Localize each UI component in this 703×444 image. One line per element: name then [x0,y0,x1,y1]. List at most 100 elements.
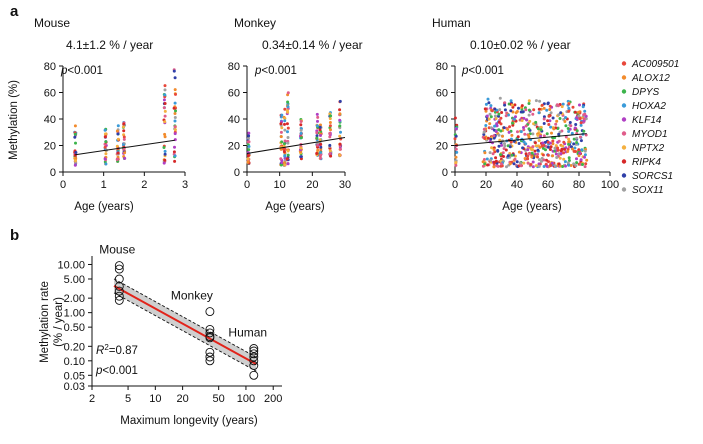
mouse-data-point [173,145,176,149]
human-data-point [482,130,486,134]
human-data-point [492,160,496,164]
human-data-point [527,113,531,117]
monkey-data-point [283,119,287,123]
mouse-data-point [122,137,126,141]
legend-label: NPTX2 [632,143,665,154]
mouse-y-tick-label: 0 [50,167,56,179]
human-data-point [454,161,458,164]
monkey-data-point [285,157,289,161]
human-data-point [487,101,491,105]
monkey-data-point [285,122,289,126]
mouse-plot-area: 0 1 2 3 0 20 40 60 80 [44,61,188,191]
monkey-data-point [246,140,250,144]
human-rate-point [249,356,259,366]
legend-marker [621,145,627,150]
human-data-point [575,129,579,133]
human-data-point [493,124,497,128]
monkey-data-point [319,156,322,160]
human-data-point [585,158,589,162]
human-data-point [507,113,510,117]
mouse-data-point [74,151,78,154]
human-data-point [533,149,537,153]
human-data-point [561,165,564,168]
human-data-point [557,162,561,166]
human-data-point [563,160,567,164]
mouse-data-point [163,88,167,92]
human-data-point [524,124,528,128]
monkey-data-point [328,124,332,128]
human-data-point [569,164,573,167]
human-data-point [489,115,493,119]
monkey-data-point [338,99,342,103]
human-data-point [497,144,501,148]
mouse-data-point [163,149,167,153]
mouse-rate-point [114,261,124,271]
human-data-point [454,155,458,159]
legend-label: ALOX12 [631,73,670,84]
mouse-data-point [103,132,107,136]
human-data-point [578,135,582,139]
human-data-point [511,123,515,127]
human-data-point [577,114,581,118]
human-data-point [568,140,571,144]
monkey-y-tick-label: 80 [228,61,240,73]
human-data-point [542,122,546,125]
human-data-point [566,150,570,153]
mouse-data-point [103,157,107,161]
longevity-y-tick-label: 0.50 [64,322,85,334]
human-data-point [562,157,566,161]
human-data-point [579,158,583,162]
human-data-point [542,134,546,138]
monkey-data-point [299,157,303,161]
human-data-point [572,149,576,153]
mouse-data-point [172,150,176,154]
mouse-data-point [172,106,176,110]
monkey-pvalue: p<0.001 [254,65,297,77]
human-data-point [538,145,542,149]
mouse-x-tick-label: 0 [60,179,66,191]
human-data-point [558,130,562,134]
human-data-point [549,145,553,149]
human-data-point [554,152,558,156]
monkey-y-tick-label: 0 [234,167,240,179]
mouse-data-point [172,69,176,73]
mouse-x-tick-label: 2 [141,179,147,191]
human-data-point [532,108,536,112]
human-data-point [504,148,508,152]
human-data-point [504,114,508,118]
human-data-point [536,133,540,137]
monkey-data-point [329,154,333,158]
mouse-data-point [163,132,167,136]
human-data-point [510,133,514,137]
human-data-point [522,161,526,165]
mouse-trend-line [75,139,175,156]
monkey-data-point [286,105,290,109]
human-data-point [553,164,557,168]
human-data-point [564,135,568,139]
mouse-data-point [115,144,119,148]
mouse-data-point [173,154,177,158]
mouse-data-point [163,102,167,105]
mouse-data-point [162,161,166,165]
human-data-point [526,154,530,158]
human-data-point [531,132,535,136]
human-data-point [525,118,529,122]
human-data-point [531,165,535,169]
monkey-data-point [247,131,251,135]
monkey-data-point [328,132,332,135]
human-y-tick-label: 60 [436,88,448,100]
monkey-data-point [319,142,323,146]
monkey-data-point [299,136,303,140]
human-data-point [552,127,556,131]
human-data-point [533,141,537,145]
human-data-point [563,147,566,151]
monkey-x-tick-label: 30 [339,179,351,191]
mouse-data-point [103,145,107,149]
human-data-point [548,108,552,111]
monkey-rate: 0.34±0.14 % / year [262,38,363,52]
monkey-data-point [338,118,342,122]
human-data-point [534,120,538,124]
human-panel: Human 0.10±0.02 % / year 0 20 40 60 80 100 0 20… [432,16,619,213]
panel-b-ylabel-line1: Methylation rate [39,281,51,363]
human-data-point [531,145,535,149]
